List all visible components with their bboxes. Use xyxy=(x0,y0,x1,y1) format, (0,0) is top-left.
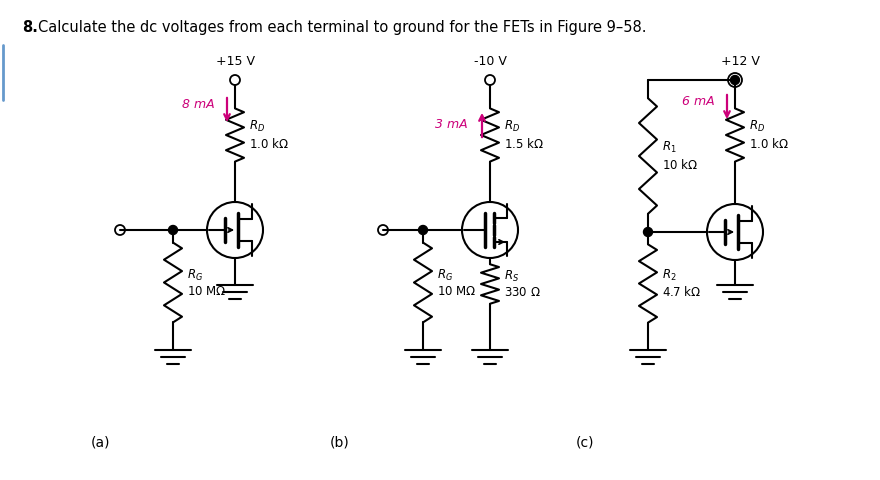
Text: Calculate the dc voltages from each terminal to ground for the FETs in Figure 9–: Calculate the dc voltages from each term… xyxy=(38,20,647,35)
Text: (a): (a) xyxy=(91,435,110,449)
Text: $R_S$
330 $\Omega$: $R_S$ 330 $\Omega$ xyxy=(504,269,541,299)
Circle shape xyxy=(643,228,652,237)
Text: (b): (b) xyxy=(330,435,350,449)
Text: 3 mA: 3 mA xyxy=(436,119,468,132)
Text: $R_D$
1.5 k$\Omega$: $R_D$ 1.5 k$\Omega$ xyxy=(504,120,544,151)
Text: $R_D$
1.0 k$\Omega$: $R_D$ 1.0 k$\Omega$ xyxy=(249,120,289,151)
Text: +12 V: +12 V xyxy=(721,55,759,68)
Text: $R_2$
4.7 k$\Omega$: $R_2$ 4.7 k$\Omega$ xyxy=(662,268,701,299)
Text: $R_G$
10 M$\Omega$: $R_G$ 10 M$\Omega$ xyxy=(187,267,226,298)
Circle shape xyxy=(730,75,739,84)
Text: $R_D$
1.0 k$\Omega$: $R_D$ 1.0 k$\Omega$ xyxy=(749,120,788,151)
Circle shape xyxy=(419,226,428,235)
Text: $R_G$
10 M$\Omega$: $R_G$ 10 M$\Omega$ xyxy=(437,267,476,298)
Circle shape xyxy=(168,226,178,235)
Text: 6 mA: 6 mA xyxy=(682,95,715,108)
Text: (c): (c) xyxy=(576,435,594,449)
Text: +15 V: +15 V xyxy=(216,55,254,68)
Text: 8 mA: 8 mA xyxy=(182,98,215,111)
Text: $R_1$
10 k$\Omega$: $R_1$ 10 k$\Omega$ xyxy=(662,140,698,172)
Text: -10 V: -10 V xyxy=(473,55,506,68)
Text: 8.: 8. xyxy=(22,20,38,35)
